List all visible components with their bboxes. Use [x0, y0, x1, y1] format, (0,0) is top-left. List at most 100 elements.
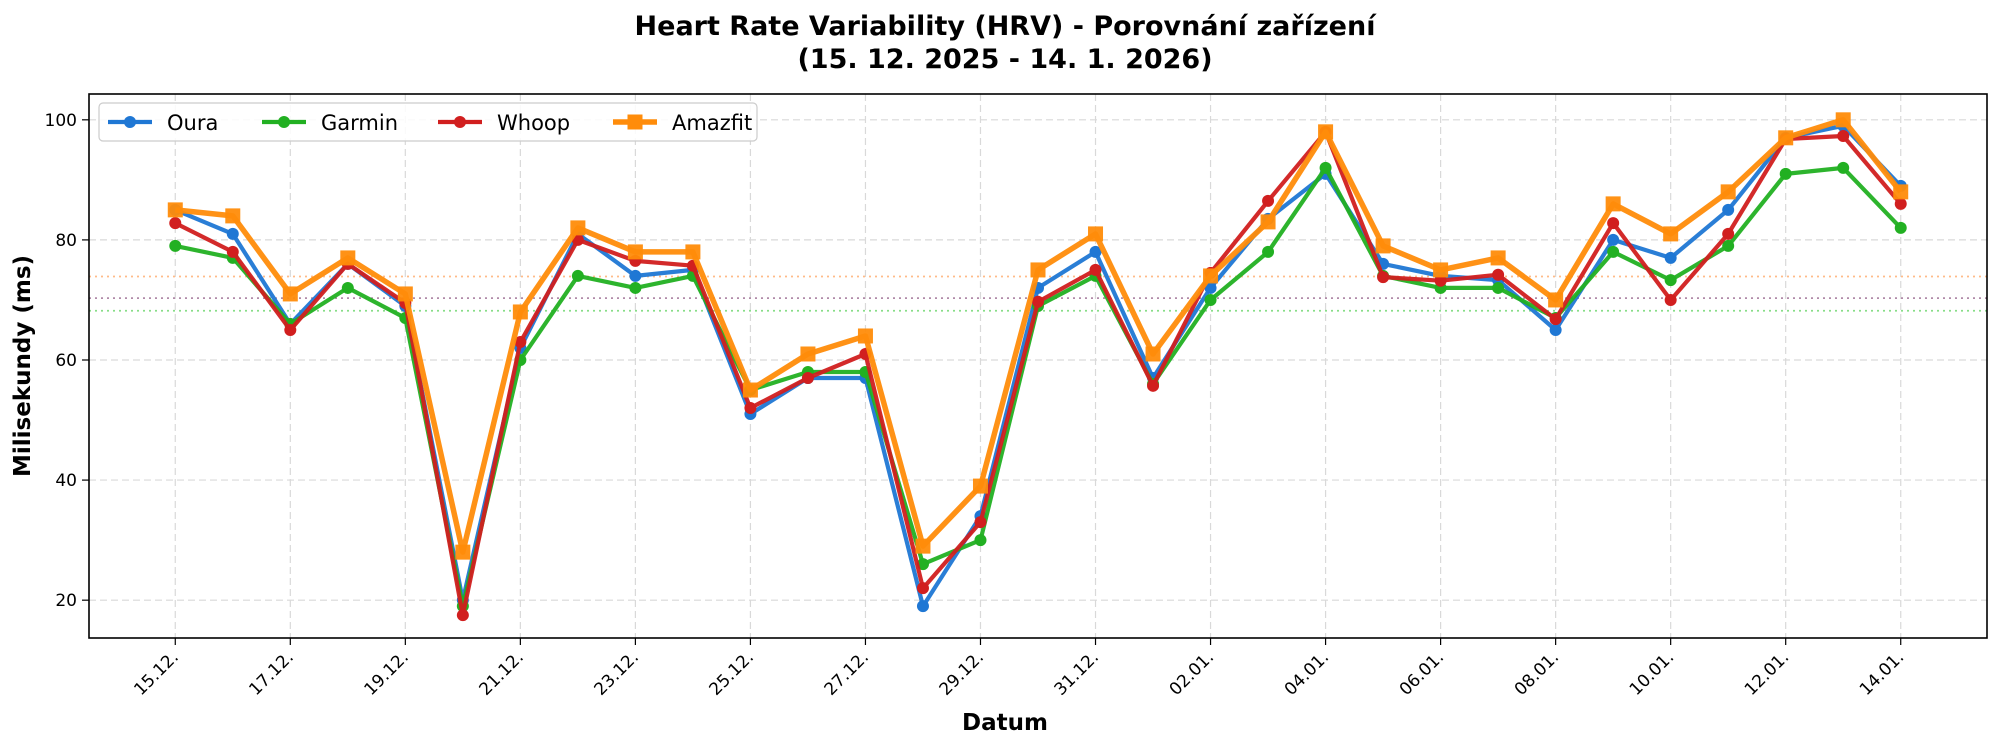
data-point [169, 239, 182, 252]
legend-label: Garmin [321, 111, 398, 135]
data-point [456, 609, 469, 622]
grid [89, 94, 1987, 638]
data-point [1433, 262, 1449, 278]
legend-label: Whoop [497, 111, 570, 135]
y-tick-label: 80 [55, 231, 77, 251]
data-point [282, 286, 298, 302]
data-point [1030, 262, 1046, 278]
data-point [1893, 184, 1909, 200]
data-point [1722, 239, 1735, 252]
data-point [1779, 167, 1792, 180]
data-point [744, 402, 757, 415]
x-tick-label: 21.12. [476, 647, 528, 699]
data-point [1663, 226, 1679, 242]
data-point [512, 304, 528, 320]
y-tick-label: 40 [55, 471, 77, 491]
data-point [1664, 274, 1677, 287]
data-point [1492, 281, 1505, 294]
data-point [916, 582, 929, 595]
data-point [742, 382, 758, 398]
data-point [1837, 161, 1850, 174]
data-point [974, 516, 987, 529]
data-point [1204, 293, 1217, 306]
x-tick-label: 02.01. [1166, 647, 1218, 699]
data-point [1549, 323, 1562, 336]
legend-label: Amazfit [672, 111, 752, 135]
data-point [225, 208, 241, 224]
data-point [1722, 203, 1735, 216]
data-point [685, 244, 701, 260]
x-axis: 15.12. 17.12. 19.12. 21.12. 23.12. 25.12. 27.1… [130, 638, 1908, 700]
data-point [627, 244, 643, 260]
legend-item-amazfit: Amazfit [613, 111, 752, 135]
data-point [1607, 233, 1620, 246]
series-amazfit [167, 112, 1909, 560]
data-point [1262, 245, 1275, 258]
data-point [167, 202, 183, 218]
data-point [1722, 227, 1735, 240]
data-point [341, 281, 354, 294]
x-tick-label: 27.12. [821, 647, 873, 699]
data-point [1490, 250, 1506, 266]
y-tick-label: 100 [45, 111, 77, 131]
data-point [284, 323, 297, 336]
y-tick-label: 60 [55, 351, 77, 371]
x-tick-label: 31.12. [1051, 647, 1103, 699]
data-point [169, 217, 182, 230]
data-point [629, 269, 642, 282]
data-point [397, 286, 413, 302]
x-axis-label: Datum [962, 710, 1048, 736]
y-axis-label: Milisekundy (ms) [10, 255, 36, 477]
series-line [174, 165, 1903, 609]
data-point [801, 372, 814, 385]
data-point [571, 269, 584, 282]
x-tick-label: 14.01. [1856, 647, 1908, 699]
data-point [1319, 161, 1332, 174]
data-point [1548, 292, 1564, 308]
x-tick-label: 04.01. [1281, 647, 1333, 699]
data-point [1720, 184, 1736, 200]
series-oura [169, 119, 1907, 613]
data-point [1260, 214, 1276, 230]
legend-item-oura: Oura [108, 111, 218, 135]
data-point [1147, 379, 1160, 392]
data-point [1089, 245, 1102, 258]
data-point [916, 600, 929, 613]
data-point [1088, 226, 1104, 242]
series-line [174, 129, 1903, 618]
x-tick-label: 25.12. [706, 647, 758, 699]
legend-box [98, 102, 758, 142]
legend-marker [454, 116, 466, 128]
series-whoop [169, 125, 1907, 622]
data-point [1089, 263, 1102, 276]
legend-item-whoop: Whoop [438, 111, 570, 135]
data-point [1032, 295, 1044, 308]
data-point [1375, 238, 1391, 254]
data-point [226, 245, 239, 258]
legend-label: Oura [167, 111, 218, 135]
y-axis: 20 40 60 80 100 [45, 111, 89, 611]
data-point [1434, 274, 1447, 287]
data-point [1837, 130, 1850, 143]
legend-item-garmin: Garmin [262, 111, 398, 135]
data-point [1377, 271, 1390, 284]
x-tick-label: 23.12. [591, 647, 643, 699]
data-point [800, 346, 816, 362]
x-tick-label: 08.01. [1511, 647, 1563, 699]
x-tick-label: 19.12. [360, 647, 412, 699]
data-point [1605, 196, 1621, 212]
data-point [972, 478, 988, 494]
series-line [174, 123, 1903, 609]
data-point [570, 220, 586, 236]
data-point [1607, 245, 1620, 258]
data-point [1664, 251, 1677, 264]
series-line [175, 117, 1903, 555]
x-tick-label: 10.01. [1626, 647, 1678, 699]
data-point [340, 250, 356, 266]
data-point [1492, 268, 1505, 281]
data-point [1262, 194, 1275, 207]
data-point [1778, 130, 1794, 146]
data-point [1894, 197, 1907, 210]
data-point [1549, 313, 1562, 326]
